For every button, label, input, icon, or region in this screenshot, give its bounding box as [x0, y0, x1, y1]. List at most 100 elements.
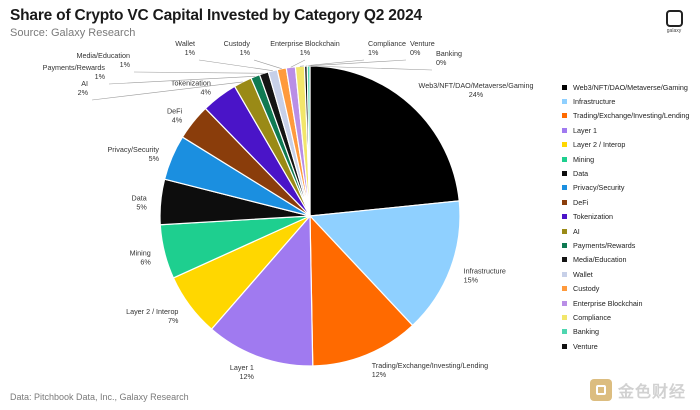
legend-item-custody: Custody	[562, 281, 689, 295]
legend-label: Tokenization	[573, 212, 613, 222]
legend-label: Trading/Exchange/Investing/Lending	[573, 111, 690, 121]
legend-label: Infrastructure	[573, 97, 616, 107]
legend-label: Wallet	[573, 269, 593, 279]
legend-swatch	[562, 127, 567, 133]
legend-swatch	[562, 214, 567, 220]
legend-label: Layer 2 / Interop	[573, 140, 626, 150]
legend-item-privacy-security: Privacy/Security	[562, 181, 689, 195]
slice-label-layer-2-interop: Layer 2 / Interop	[126, 307, 178, 316]
legend-item-trading-exchange-investing-lending: Trading/Exchange/Investing/Lending	[562, 109, 689, 123]
legend-item-defi: DeFi	[562, 195, 689, 209]
legend-label: AI	[573, 226, 580, 236]
legend-item-data: Data	[562, 166, 689, 180]
slice-value-mining: 6%	[140, 257, 151, 266]
chart-legend: Web3/NFT/DAO/Metaverse/Gaming Infrastruct…	[562, 80, 689, 353]
legend-swatch	[562, 156, 567, 162]
slice-value-ai: 2%	[78, 88, 89, 97]
slice-value-enterprise-blockchain: 1%	[300, 48, 311, 57]
legend-item-venture: Venture	[562, 339, 689, 353]
legend-item-media-education: Media/Education	[562, 253, 689, 267]
legend-item-ai: AI	[562, 224, 689, 238]
legend-swatch	[562, 329, 567, 335]
legend-label: Mining	[573, 154, 595, 164]
legend-swatch	[562, 171, 567, 177]
leader-line-compliance	[299, 59, 365, 67]
legend-label: Venture	[573, 341, 598, 351]
leader-line-enterprise-blockchain	[290, 59, 306, 68]
legend-item-enterprise-blockchain: Enterprise Blockchain	[562, 296, 689, 310]
legend-label: Payments/Rewards	[573, 240, 636, 250]
slice-value-web3-nft-dao-metaverse-gaming: 24%	[469, 90, 484, 99]
legend-swatch	[562, 271, 567, 277]
legend-swatch	[562, 142, 567, 148]
legend-item-wallet: Wallet	[562, 267, 689, 281]
slice-value-venture: 0%	[410, 48, 421, 57]
legend-swatch	[562, 286, 567, 292]
galaxy-logo-text: galaxy	[666, 28, 682, 34]
slice-value-tokenization: 4%	[200, 87, 211, 96]
slice-label-banking: Banking	[436, 49, 462, 58]
slice-label-enterprise-blockchain: Enterprise Blockchain	[270, 39, 340, 48]
slice-label-defi: DeFi	[167, 106, 183, 115]
legend-label: Custody	[573, 284, 600, 294]
pie-slice-layer-1	[210, 214, 314, 367]
slice-label-trading-exchange-investing-lending: Trading/Exchange/Investing/Lending	[372, 361, 488, 370]
legend-swatch	[562, 300, 567, 306]
slice-label-ai: AI	[81, 79, 88, 88]
legend-label: Compliance	[573, 312, 611, 322]
slice-value-compliance: 1%	[368, 48, 379, 57]
slice-value-data: 5%	[136, 202, 147, 211]
legend-item-layer-1: Layer 1	[562, 123, 689, 137]
leader-line-banking	[308, 65, 433, 71]
legend-item-banking: Banking	[562, 325, 689, 339]
slice-value-infrastructure: 15%	[464, 276, 479, 285]
legend-label: Privacy/Security	[573, 183, 625, 193]
slice-value-layer-1: 12%	[240, 372, 255, 381]
slice-label-venture: Venture	[410, 39, 435, 48]
chart-subtitle: Source: Galaxy Research	[10, 27, 136, 39]
pie-slice-web3-nft-dao-metaverse-gaming	[309, 65, 460, 217]
legend-label: Data	[573, 169, 589, 179]
legend-label: Web3/NFT/DAO/Metaverse/Gaming	[573, 82, 688, 92]
leader-line-venture	[305, 59, 407, 67]
legend-item-infrastructure: Infrastructure	[562, 94, 689, 108]
legend-swatch	[562, 99, 567, 105]
slice-label-infrastructure: Infrastructure	[464, 267, 506, 276]
leader-line-ai	[91, 81, 243, 101]
slice-label-custody: Custody	[224, 39, 251, 48]
legend-item-web3-nft-dao-metaverse-gaming: Web3/NFT/DAO/Metaverse/Gaming	[562, 80, 689, 94]
legend-swatch	[562, 343, 567, 349]
legend-swatch	[562, 242, 567, 248]
leader-line-payments-rewards	[108, 76, 256, 85]
slice-value-media-education: 1%	[120, 60, 131, 69]
slice-label-tokenization: Tokenization	[171, 78, 211, 87]
slice-value-banking: 0%	[436, 58, 447, 67]
slice-label-layer-1: Layer 1	[230, 363, 254, 372]
legend-item-compliance: Compliance	[562, 310, 689, 324]
pie-slice-infrastructure	[308, 200, 461, 327]
leader-line-media-education	[133, 71, 264, 74]
galaxy-logo-icon	[665, 10, 683, 27]
slice-value-layer-2-interop: 7%	[168, 316, 179, 325]
slice-value-privacy-security: 5%	[149, 154, 160, 163]
legend-item-layer-2-interop: Layer 2 / Interop	[562, 138, 689, 152]
chart-title: Share of Crypto VC Capital Invested by C…	[10, 7, 422, 24]
galaxy-logo: galaxy	[662, 10, 686, 34]
watermark: 金色财经	[589, 378, 686, 402]
legend-label: Media/Education	[573, 255, 627, 265]
slice-value-defi: 4%	[172, 115, 183, 124]
pie-slice-trading-exchange-investing-lending	[309, 214, 414, 367]
legend-label: Layer 1	[573, 125, 597, 135]
slice-value-trading-exchange-investing-lending: 12%	[372, 370, 387, 379]
slice-value-payments-rewards: 1%	[95, 72, 106, 81]
legend-swatch	[562, 84, 567, 90]
legend-swatch	[562, 257, 567, 263]
legend-label: Enterprise Blockchain	[573, 298, 643, 308]
legend-item-payments-rewards: Payments/Rewards	[562, 238, 689, 252]
legend-item-tokenization: Tokenization	[562, 210, 689, 224]
data-source-note: Data: Pitchbook Data, Inc., Galaxy Resea…	[10, 392, 189, 402]
leader-line-wallet	[198, 59, 273, 71]
watermark-text: 金色财经	[617, 384, 686, 401]
watermark-logo-icon	[589, 379, 612, 401]
